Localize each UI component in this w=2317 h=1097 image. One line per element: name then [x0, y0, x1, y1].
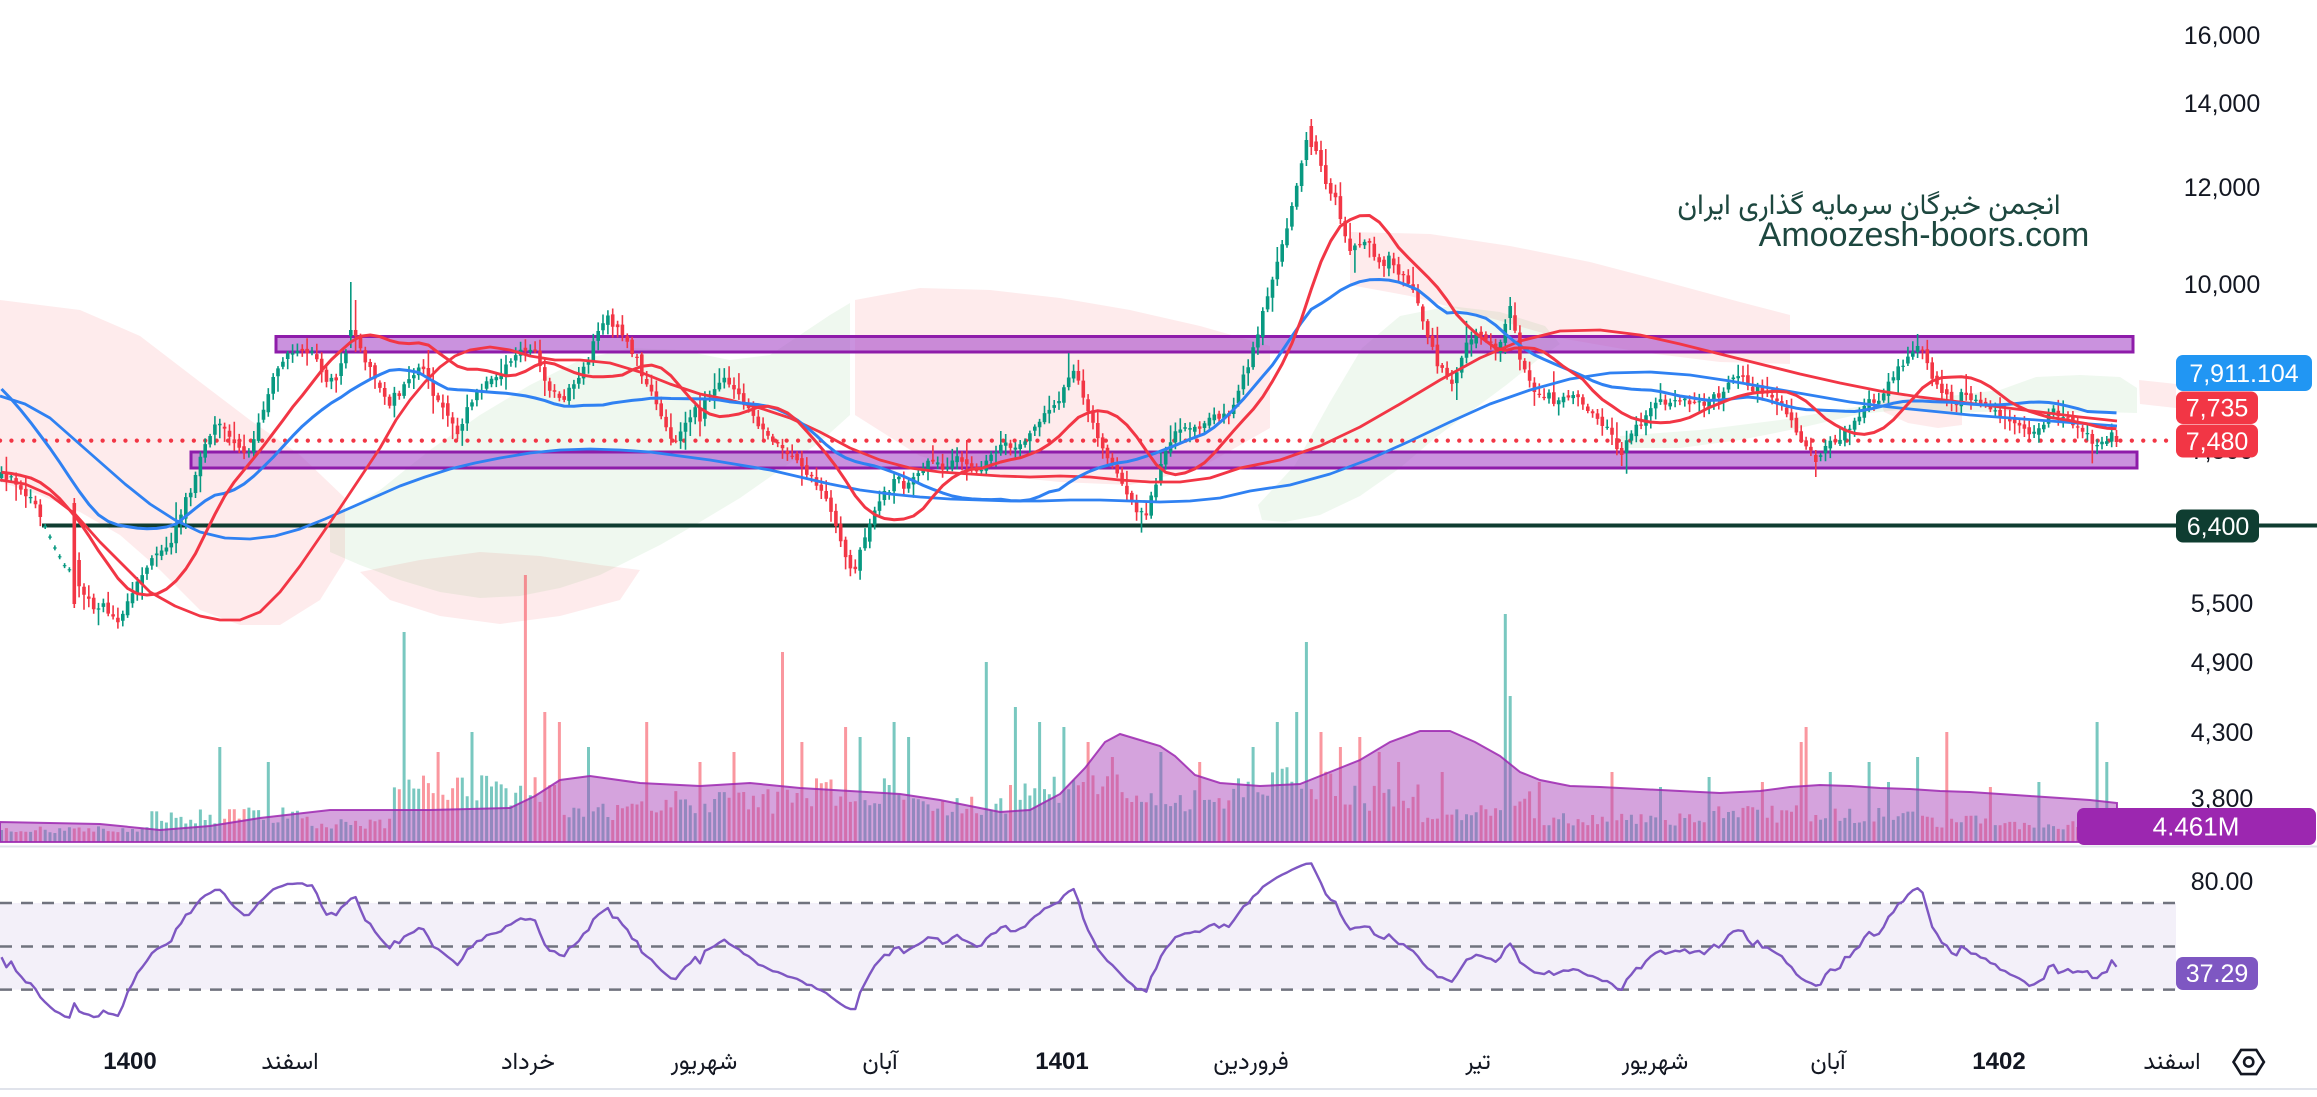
svg-text:80.00: 80.00	[2191, 868, 2254, 896]
svg-text:6,400: 6,400	[2187, 513, 2250, 541]
svg-text:10,000: 10,000	[2184, 271, 2260, 299]
svg-text:14,000: 14,000	[2184, 90, 2260, 118]
svg-text:Amoozesh-boors.com: Amoozesh-boors.com	[1759, 216, 2090, 254]
svg-text:1401: 1401	[1035, 1048, 1088, 1075]
svg-text:7,480: 7,480	[2186, 428, 2249, 456]
svg-text:4,300: 4,300	[2191, 719, 2254, 747]
svg-text:4.461M: 4.461M	[2153, 812, 2240, 842]
svg-text:16,000: 16,000	[2184, 22, 2260, 50]
svg-text:37.29: 37.29	[2186, 960, 2249, 988]
svg-text:7,911.104: 7,911.104	[2189, 360, 2298, 388]
svg-text:7,735: 7,735	[2186, 395, 2249, 423]
svg-text:12,000: 12,000	[2184, 174, 2260, 202]
svg-text:5,500: 5,500	[2191, 590, 2254, 618]
svg-text:1400: 1400	[103, 1048, 156, 1075]
svg-text:4,900: 4,900	[2191, 649, 2254, 677]
svg-text:1402: 1402	[1972, 1048, 2025, 1075]
